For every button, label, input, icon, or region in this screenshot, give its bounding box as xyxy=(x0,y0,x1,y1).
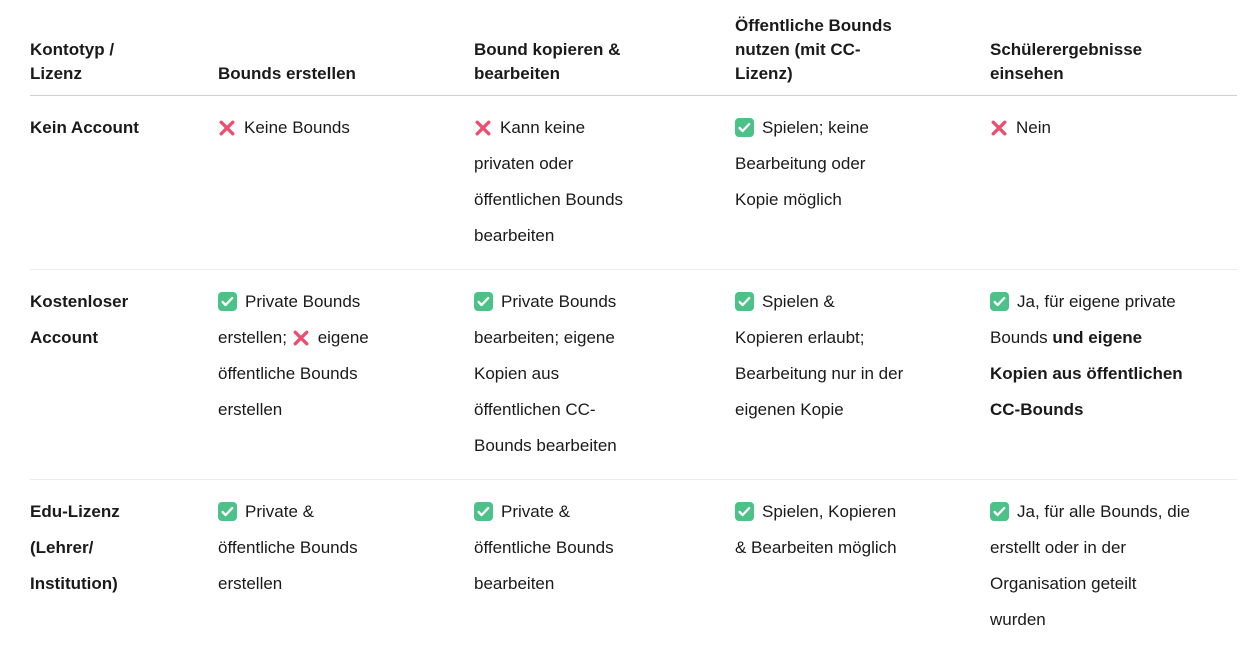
check-icon xyxy=(474,502,493,521)
column-header: Kontotyp / Lizenz xyxy=(30,2,218,96)
check-icon xyxy=(990,502,1009,521)
table-cell: Nein xyxy=(990,95,1237,270)
column-header: Bound kopieren & bearbeiten xyxy=(474,2,735,96)
table-cell: Keine Bounds xyxy=(218,95,474,270)
cell-text: Private Bounds bearbeiten; eigene Kopien… xyxy=(474,292,617,455)
column-header: Bounds erstellen xyxy=(218,2,474,96)
cross-icon xyxy=(990,119,1008,137)
cell-text: und eigene Kopien aus öffentlichen CC-Bo… xyxy=(990,328,1183,419)
table-cell: Private & öffentliche Bounds erstellen xyxy=(218,480,474,654)
row-label: Kein Account xyxy=(30,95,218,270)
cell-text: Spielen & Kopieren erlaubt; Bearbeitung … xyxy=(735,292,904,419)
table-cell: Ja, für alle Bounds, die erstellt oder i… xyxy=(990,480,1237,654)
table-cell: Ja, für eigene private Bounds und eigene… xyxy=(990,269,1237,480)
cell-text: Ja, für eigene private Bounds xyxy=(990,292,1176,347)
table-header: Kontotyp / Lizenz Bounds erstellen Bound k… xyxy=(30,2,1237,96)
cell-text: Ja, für alle Bounds, die erstellt oder i… xyxy=(990,502,1190,629)
check-icon xyxy=(735,118,754,137)
cell-text: eigene öffentliche Bounds erstellen xyxy=(218,328,369,419)
cell-text: Spielen; keine Bearbeitung oder Kopie mö… xyxy=(735,118,869,209)
cell-text: Private & öffentliche Bounds erstellen xyxy=(218,502,358,593)
check-icon xyxy=(990,292,1009,311)
cell-text: Private Bounds erstellen; xyxy=(218,292,361,347)
row-label: Kostenloser Account xyxy=(30,269,218,480)
row-label: Edu-Lizenz (Lehrer/ Institution) xyxy=(30,502,120,593)
table-row: Kostenloser Account Private Bounds erstel… xyxy=(30,269,1237,480)
check-icon xyxy=(735,292,754,311)
cell-text: Spielen, Kopieren & Bearbeiten möglich xyxy=(735,502,897,557)
check-icon xyxy=(218,502,237,521)
header-row: Kontotyp / Lizenz Bounds erstellen Bound k… xyxy=(30,2,1237,96)
table-cell: Private Bounds bearbeiten; eigene Kopien… xyxy=(474,269,735,480)
table-cell: Kann keine privaten oder öffentlichen Bo… xyxy=(474,95,735,270)
check-icon xyxy=(735,502,754,521)
cross-icon xyxy=(218,119,236,137)
table-cell: Private Bounds erstellen; eigene öffentl… xyxy=(218,269,474,480)
table-row: Edu-Lizenz (Lehrer/ Institution) Private … xyxy=(30,480,1237,654)
table-cell: Spielen; keine Bearbeitung oder Kopie mö… xyxy=(735,95,990,270)
table-cell: Private & öffentliche Bounds bearbeiten xyxy=(474,480,735,654)
column-header: Schülerergebnisse einsehen xyxy=(990,2,1237,96)
cell-text: Private & öffentliche Bounds bearbeiten xyxy=(474,502,614,593)
cross-icon xyxy=(474,119,492,137)
table-cell: Spielen & Kopieren erlaubt; Bearbeitung … xyxy=(735,269,990,480)
cross-icon xyxy=(292,329,310,347)
cell-text: Nein xyxy=(1016,118,1051,137)
cell-text: Keine Bounds xyxy=(244,118,350,137)
cell-text: Kann keine privaten oder öffentlichen Bo… xyxy=(474,118,624,245)
check-icon xyxy=(218,292,237,311)
table-cell: Spielen, Kopieren & Bearbeiten möglich xyxy=(735,480,990,654)
column-header: Öffentliche Bounds nutzen (mit CC- Lizen… xyxy=(735,2,990,96)
permissions-table: Kontotyp / Lizenz Bounds erstellen Bound k… xyxy=(30,2,1237,653)
table-row: Kein Account Keine Bounds Kann keine priva… xyxy=(30,95,1237,270)
table-body: Kein Account Keine Bounds Kann keine priva… xyxy=(30,95,1237,654)
check-icon xyxy=(474,292,493,311)
